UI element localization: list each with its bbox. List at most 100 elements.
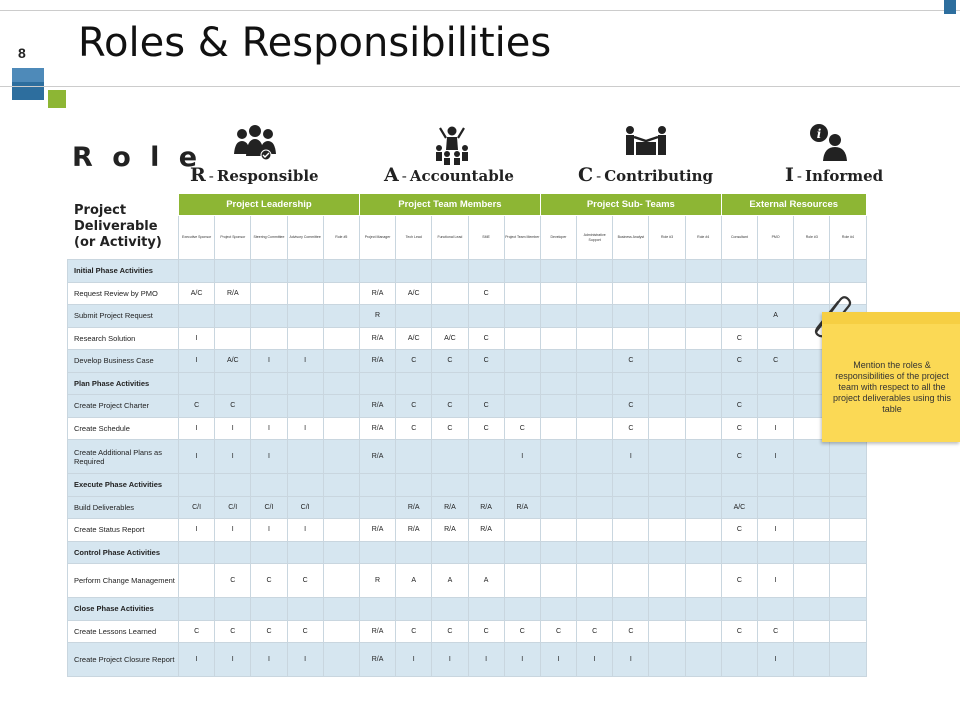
raci-cell <box>576 563 614 598</box>
deliverable-label: Request Review by PMO <box>67 281 179 305</box>
raci-cell <box>793 642 831 677</box>
raci-cell <box>793 540 831 564</box>
raci-cell <box>829 642 867 677</box>
group-project-sub-teams: Project Sub- Teams <box>539 193 722 216</box>
raci-cell <box>829 619 867 643</box>
raci-cell <box>648 642 686 677</box>
raci-cell <box>539 326 578 350</box>
raci-cell <box>648 563 686 598</box>
deliverable-label: Research Solution <box>67 326 179 350</box>
leader-presenting-icon <box>436 126 468 165</box>
deliverable-label: Initial Phase Activities <box>67 259 179 283</box>
raci-cell <box>250 259 288 283</box>
raci-cell: C <box>177 619 216 643</box>
role-subheader: Role #3 <box>793 215 831 260</box>
raci-cell: I <box>286 416 324 440</box>
raci-cell <box>503 349 541 373</box>
raci-cell <box>286 281 324 305</box>
raci-cell <box>576 326 614 350</box>
slide-number: 8 <box>18 45 26 61</box>
raci-cell <box>576 597 614 621</box>
raci-cell <box>648 473 686 497</box>
raci-cell <box>177 597 216 621</box>
deliverable-subheader-cell <box>67 215 179 260</box>
raci-cell <box>177 473 216 497</box>
role-subheader: SME <box>467 215 505 260</box>
raci-cell <box>576 349 614 373</box>
raci-cell <box>612 540 650 564</box>
raci-cell: C <box>214 563 252 598</box>
deliverable-label: Build Deliverables <box>67 495 179 519</box>
role-subheader: Executive Sponsor <box>177 215 216 260</box>
raci-cell <box>612 304 650 328</box>
deliverable-label: Create Status Report <box>67 518 179 542</box>
role-subheader: Role #3 <box>648 215 686 260</box>
raci-cell <box>467 371 505 395</box>
raci-cell <box>684 259 722 283</box>
raci-cell <box>177 563 216 598</box>
raci-cell: C <box>467 394 505 418</box>
raci-cell <box>214 304 252 328</box>
raci-cell <box>322 304 360 328</box>
raci-cell: R/A <box>358 518 397 542</box>
raci-cell: A/C <box>214 349 252 373</box>
raci-cell <box>684 326 722 350</box>
role-accountable: A - Accountable <box>384 164 514 186</box>
raci-cell <box>395 439 433 474</box>
table-row: Create Schedule I I I I R/A C C C C C C I <box>67 416 867 440</box>
raci-cell: I <box>177 642 216 677</box>
raci-cell: I <box>756 416 795 440</box>
deliverable-label: Develop Business Case <box>67 349 179 373</box>
raci-cell: R <box>358 563 397 598</box>
raci-cell: R/A <box>358 619 397 643</box>
raci-cell <box>395 259 433 283</box>
raci-cell: R/A <box>358 349 397 373</box>
raci-cell <box>467 439 505 474</box>
raci-cell <box>720 371 759 395</box>
raci-cell <box>756 326 795 350</box>
deliverable-column-header: Project Deliverable (or Activity) <box>74 203 174 251</box>
raci-cell <box>648 495 686 519</box>
raci-cell <box>395 540 433 564</box>
raci-cell <box>756 259 795 283</box>
raci-cell: C <box>612 619 650 643</box>
raci-cell: C <box>250 563 288 598</box>
raci-cell <box>503 304 541 328</box>
raci-cell <box>648 394 686 418</box>
raci-cell: I <box>250 416 288 440</box>
raci-cell: C <box>612 394 650 418</box>
raci-cell: C <box>720 416 759 440</box>
raci-cell <box>684 495 722 519</box>
raci-cell <box>829 259 867 283</box>
raci-cell: I <box>576 642 614 677</box>
deliverable-label: Create Project Charter <box>67 394 179 418</box>
raci-cell <box>612 473 650 497</box>
raci-cell <box>177 259 216 283</box>
raci-cell <box>684 304 722 328</box>
raci-cell: C <box>503 619 541 643</box>
raci-cell <box>576 394 614 418</box>
raci-cell: C <box>720 563 759 598</box>
raci-cell <box>177 304 216 328</box>
raci-cell <box>503 540 541 564</box>
raci-cell <box>684 518 722 542</box>
raci-cell <box>322 416 360 440</box>
corner-accent <box>944 0 956 14</box>
raci-cell <box>793 473 831 497</box>
raci-cell: C <box>431 416 469 440</box>
role-subheader: Role #5 <box>322 215 360 260</box>
raci-cell <box>503 371 541 395</box>
deliverable-label: Close Phase Activities <box>67 597 179 621</box>
raci-cell: C <box>177 394 216 418</box>
table-row: Request Review by PMO A/C R/A R/A A/C C <box>67 281 867 305</box>
table-row: Create Additional Plans as Required I I I R/… <box>67 439 867 474</box>
raci-cell <box>576 371 614 395</box>
raci-cell: R/A <box>358 416 397 440</box>
team-meeting-icon <box>234 125 276 161</box>
raci-cell <box>467 304 505 328</box>
raci-cell: I <box>503 642 541 677</box>
raci-cell <box>539 597 578 621</box>
raci-cell <box>648 416 686 440</box>
raci-cell <box>322 540 360 564</box>
raci-cell <box>503 473 541 497</box>
